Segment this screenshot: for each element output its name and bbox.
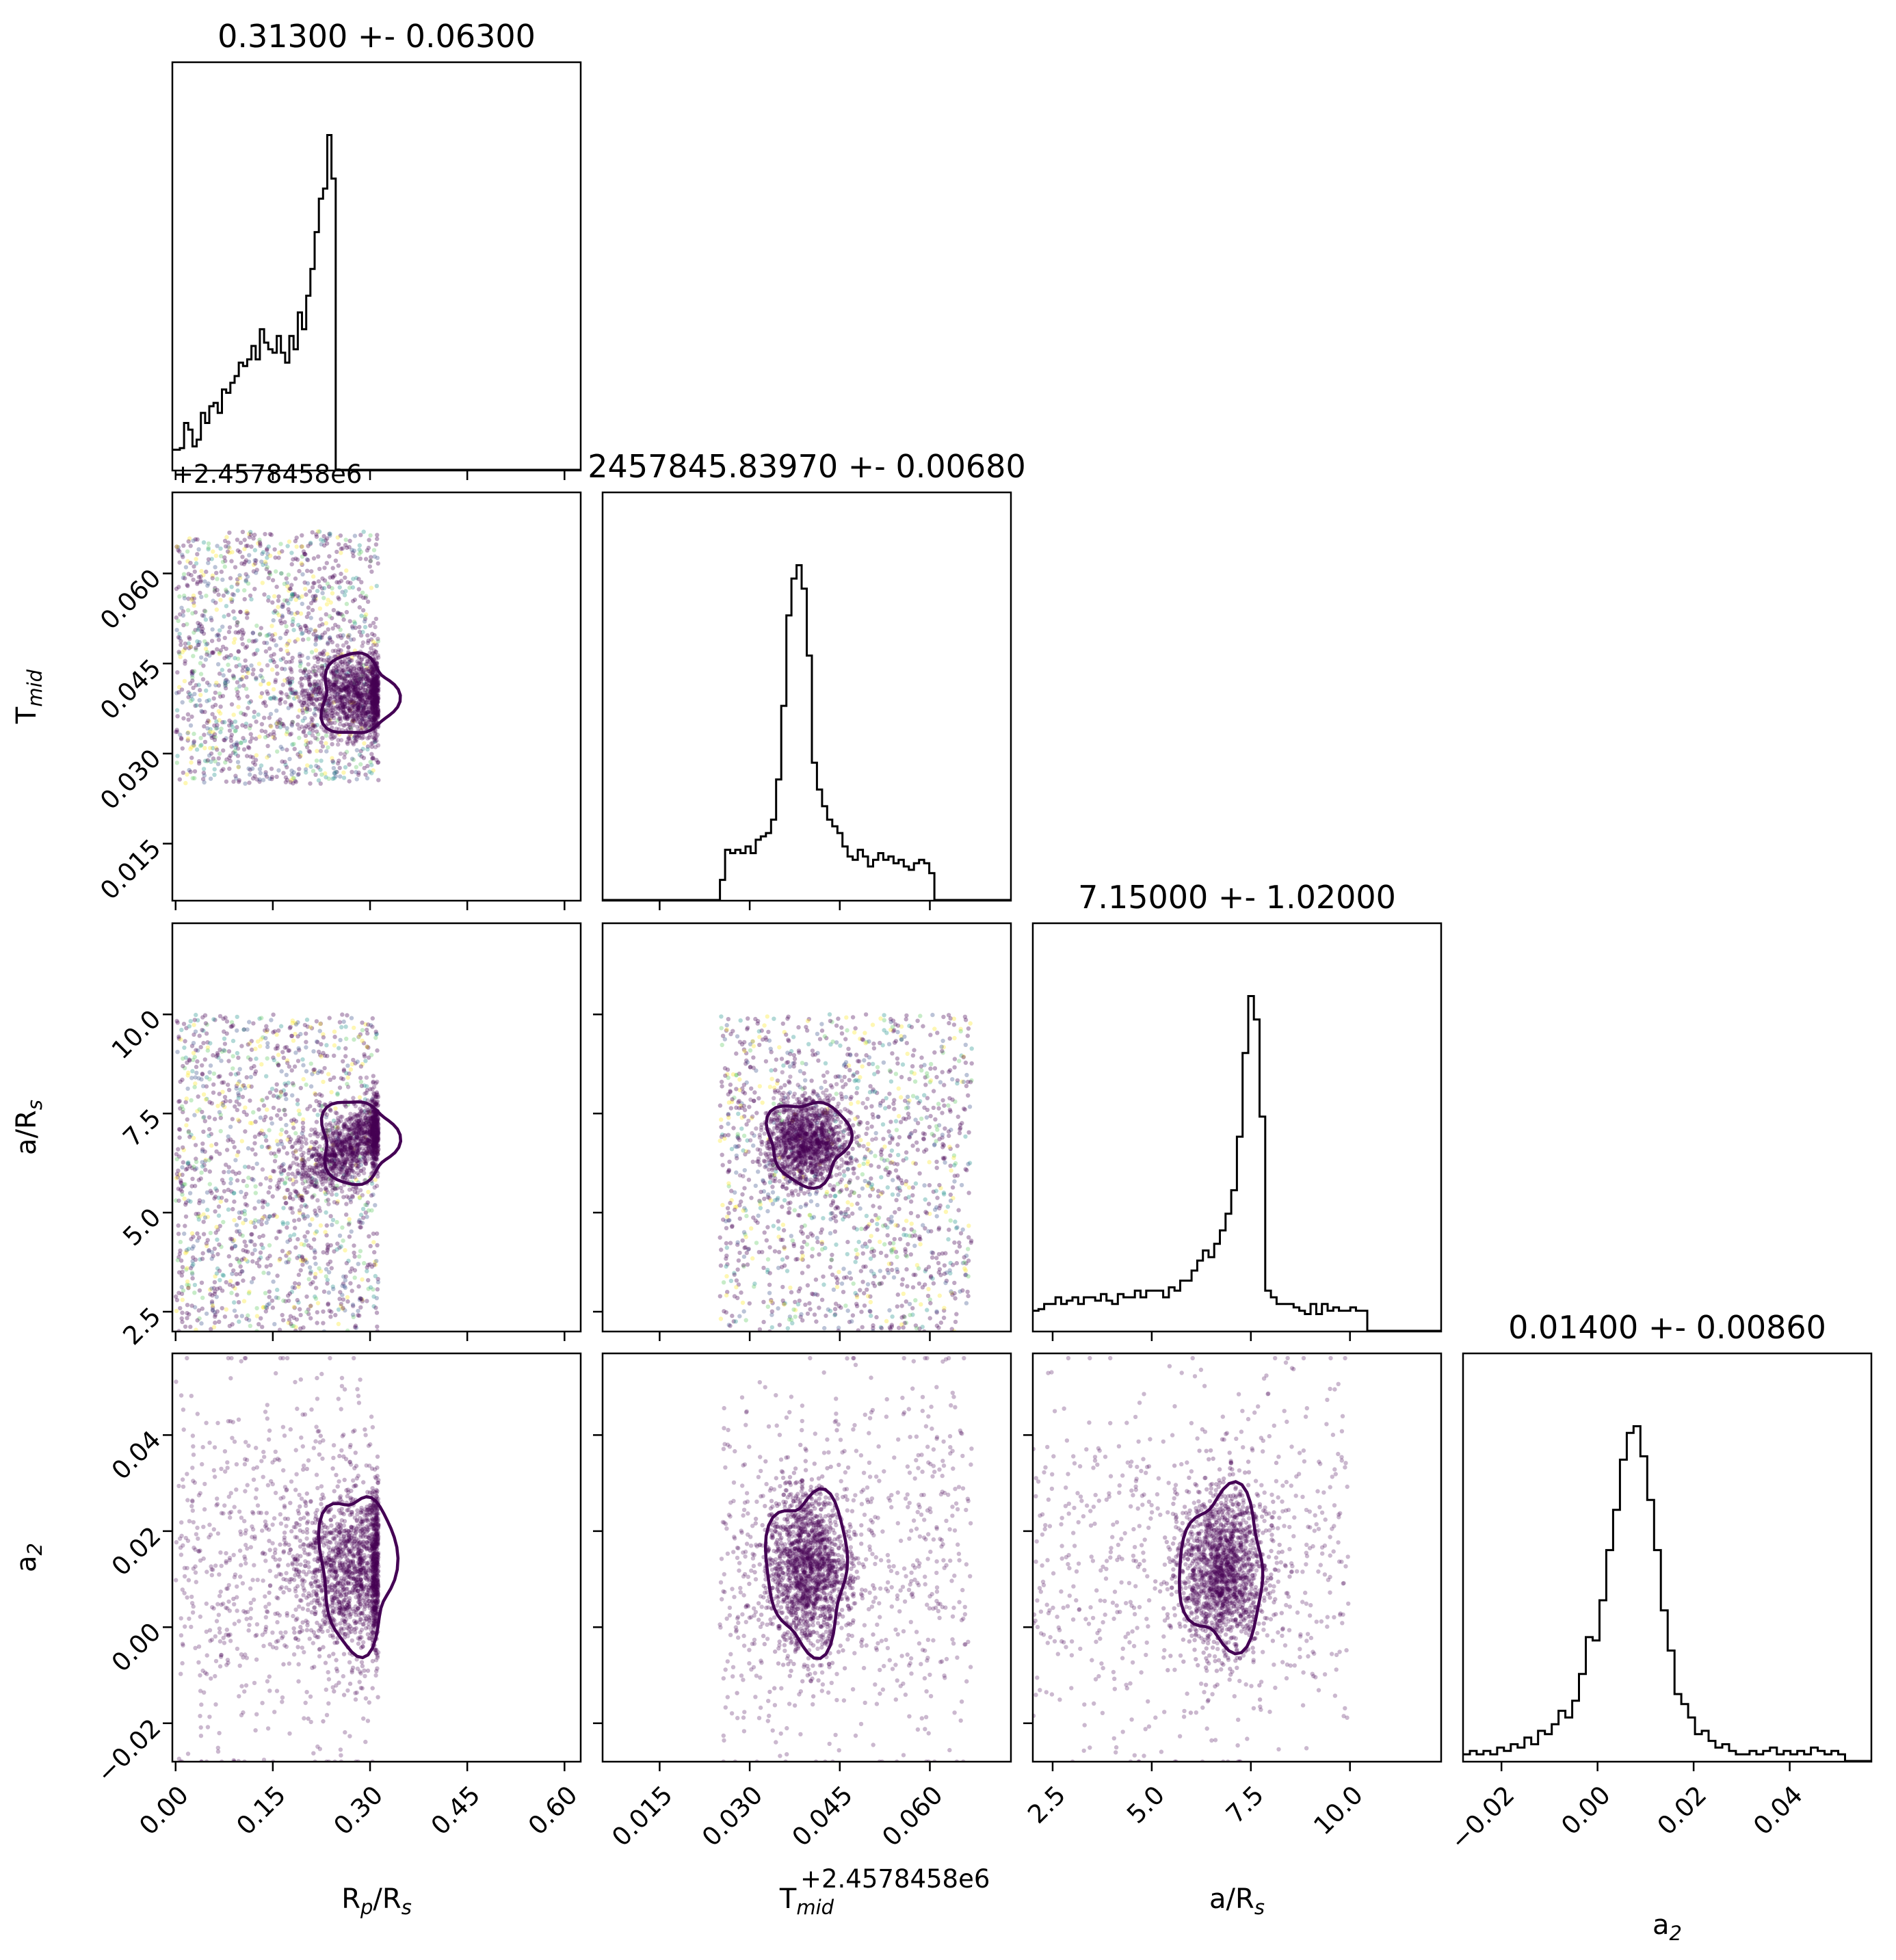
scatter-points-ars-vs-rprs bbox=[173, 1012, 381, 1332]
panel-frame bbox=[601, 491, 1012, 902]
y-tick-label-tmid: 0.045 bbox=[94, 653, 166, 725]
x-tick-label-rprs: 0.60 bbox=[523, 1780, 583, 1841]
x-tick-label-rprs: 0.00 bbox=[133, 1780, 194, 1841]
hist-title-rprs: 0.31300 +- 0.06300 bbox=[218, 18, 536, 55]
scatter-panel-tmid-vs-rprs bbox=[172, 492, 581, 901]
x-tick-label-tmid: 0.015 bbox=[606, 1780, 678, 1852]
scatter-panel-a2-vs-tmid bbox=[603, 1353, 1011, 1762]
hist-title-tmid: 2457845.83970 +- 0.00680 bbox=[588, 448, 1025, 485]
y-axis-label-ars: a/Rs bbox=[11, 1100, 47, 1155]
scatter-points-tmid-vs-rprs bbox=[173, 529, 381, 786]
scatter-panel-a2-vs-ars bbox=[1033, 1353, 1441, 1762]
x-tick-label-ars: 10.0 bbox=[1308, 1780, 1369, 1841]
x-tick-label-ars: 2.5 bbox=[1022, 1780, 1071, 1829]
y-tick-label-ars: 2.5 bbox=[118, 1301, 167, 1351]
x-axis-label-rprs: Rp/Rs bbox=[341, 1883, 412, 1919]
scatter-panel-a2-vs-rprs bbox=[172, 1353, 581, 1762]
y-axis-label-tmid: Tmid bbox=[11, 669, 47, 724]
panel-frame bbox=[601, 1352, 1012, 1763]
y-tick-label-ars: 10.0 bbox=[106, 1004, 167, 1065]
contour-a2-vs-rprs bbox=[317, 1495, 400, 1660]
scatter-panel-ars-vs-tmid bbox=[603, 923, 1011, 1332]
y-tick-label-a2: 0.04 bbox=[106, 1425, 167, 1486]
x-tick-label-tmid: 0.030 bbox=[696, 1780, 768, 1852]
x-tick-label-tmid: 0.045 bbox=[787, 1780, 858, 1852]
scatter-points-a2-vs-ars bbox=[1033, 1355, 1351, 1762]
scatter-panel-ars-vs-rprs bbox=[172, 923, 581, 1332]
scatter-points-ars-vs-tmid bbox=[717, 1012, 974, 1332]
y-tick-label-ars: 7.5 bbox=[118, 1103, 167, 1152]
hist-line-a2 bbox=[1463, 1425, 1871, 1762]
panel-frame bbox=[1462, 1352, 1873, 1763]
x-axis-label-ars: a/Rs bbox=[1209, 1883, 1265, 1919]
scatter-points-a2-vs-tmid bbox=[717, 1355, 974, 1762]
panel-frame bbox=[171, 922, 582, 1333]
panel-frame bbox=[601, 922, 1012, 1333]
x-tick-label-rprs: 0.15 bbox=[231, 1780, 292, 1841]
y-tick-label-tmid: 0.015 bbox=[94, 834, 166, 905]
hist-panel-a2 bbox=[1463, 1353, 1871, 1762]
y-tick-label-a2: −0.02 bbox=[91, 1713, 167, 1789]
y-tick-label-a2: 0.02 bbox=[106, 1521, 167, 1582]
hist-panel-tmid bbox=[603, 492, 1011, 901]
panel-frame bbox=[171, 491, 582, 902]
hist-panel-ars bbox=[1033, 923, 1441, 1332]
y-tick-label-tmid: 0.060 bbox=[94, 564, 166, 635]
x-tick-label-rprs: 0.30 bbox=[328, 1780, 389, 1841]
panel-frame bbox=[1031, 922, 1443, 1333]
x-tick-label-rprs: 0.45 bbox=[425, 1780, 486, 1841]
panel-frame bbox=[1031, 1352, 1443, 1763]
y-tick-label-a2: 0.00 bbox=[106, 1617, 167, 1678]
x-axis-label-tmid: Tmid bbox=[779, 1883, 834, 1919]
y-tick-label-ars: 5.0 bbox=[118, 1202, 167, 1252]
y-offset-text-tmid: +2.4578458e6 bbox=[172, 460, 362, 489]
x-tick-label-ars: 5.0 bbox=[1121, 1780, 1170, 1829]
hist-line-ars bbox=[1033, 995, 1441, 1332]
x-tick-label-a2: 0.04 bbox=[1748, 1780, 1808, 1841]
panel-frame bbox=[171, 61, 582, 472]
y-axis-label-a2: a2 bbox=[11, 1543, 47, 1572]
contour-ars-vs-rprs bbox=[319, 1100, 403, 1187]
y-tick-label-tmid: 0.030 bbox=[94, 743, 166, 815]
contour-ars-vs-tmid bbox=[765, 1100, 854, 1190]
x-tick-label-ars: 7.5 bbox=[1220, 1780, 1269, 1829]
x-offset-text-tmid: +2.4578458e6 bbox=[800, 1864, 990, 1894]
hist-title-ars: 7.15000 +- 1.02000 bbox=[1078, 879, 1396, 916]
x-axis-label-a2: a2 bbox=[1653, 1909, 1682, 1945]
x-tick-label-a2: 0.02 bbox=[1652, 1780, 1713, 1841]
x-tick-label-a2: −0.02 bbox=[1445, 1780, 1520, 1856]
hist-line-rprs bbox=[172, 134, 581, 471]
contour-tmid-vs-rprs bbox=[319, 651, 402, 734]
contour-a2-vs-ars bbox=[1178, 1480, 1265, 1656]
scatter-points-a2-vs-rprs bbox=[174, 1355, 381, 1762]
panel-frame bbox=[171, 1352, 582, 1763]
hist-title-a2: 0.01400 +- 0.00860 bbox=[1508, 1309, 1826, 1346]
hist-panel-rprs bbox=[172, 62, 581, 471]
x-tick-label-tmid: 0.060 bbox=[876, 1780, 948, 1852]
x-tick-label-a2: 0.00 bbox=[1555, 1780, 1616, 1841]
contour-a2-vs-tmid bbox=[763, 1487, 850, 1660]
